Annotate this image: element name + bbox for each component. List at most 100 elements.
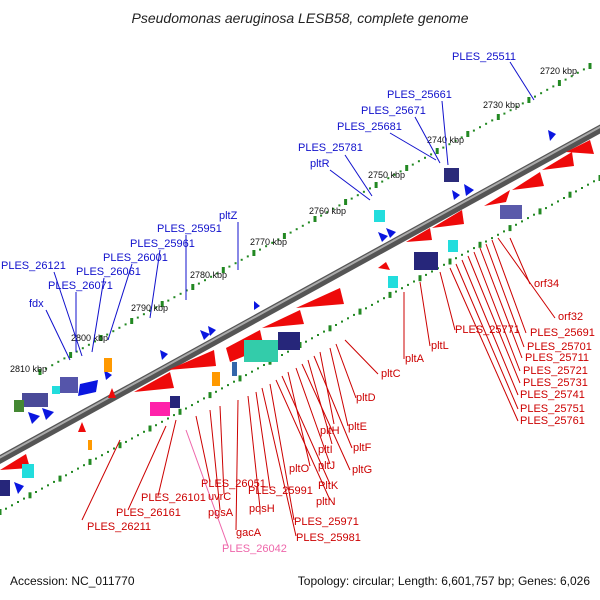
- ring-tick: [381, 180, 384, 183]
- ring-tick: [503, 230, 505, 233]
- gene-block-dark: [500, 205, 522, 219]
- ring-tick: [131, 437, 133, 440]
- ring-tick: [335, 324, 337, 326]
- ring-tick: [503, 112, 506, 115]
- gene-label-reverse: pltL: [431, 340, 449, 352]
- ring-tick: [118, 442, 122, 449]
- ring-tick: [118, 326, 121, 329]
- gene-label-highlight: PLES_26042: [222, 543, 287, 555]
- ring-tick: [564, 78, 567, 81]
- gene-arrow-forward: [208, 326, 216, 336]
- gene-block-orange: [88, 440, 92, 450]
- ring-tick: [11, 504, 13, 507]
- gene-arrow-reverse: [108, 388, 116, 398]
- ring-tick: [575, 190, 577, 193]
- ring-tick: [45, 367, 48, 370]
- gene-label-reverse: PLES_25721: [523, 365, 588, 377]
- gene-label-reverse: pltE: [348, 421, 367, 433]
- leader-line: [449, 267, 519, 422]
- gene-label-forward: pltZ: [219, 210, 238, 222]
- ring-tick: [101, 454, 103, 457]
- ring-tick: [387, 177, 390, 180]
- ring-tick: [259, 248, 261, 251]
- ring-tick: [521, 220, 523, 223]
- gene-block-cyan: [52, 386, 60, 394]
- leader-line: [219, 405, 225, 495]
- ring-tick: [395, 290, 397, 293]
- gene-arrow-reverse: [378, 262, 390, 270]
- gene-label-forward: PLES_26071: [48, 280, 113, 292]
- ring-tick: [552, 85, 555, 88]
- ring-tick: [515, 223, 517, 226]
- ring-tick: [125, 440, 127, 443]
- gene-block-dark: [170, 396, 180, 408]
- gene-label-reverse: PLES_26211: [87, 521, 151, 533]
- scale-label: 2770 kbp: [250, 237, 287, 247]
- ring-tick: [563, 197, 565, 199]
- ring-tick: [508, 225, 512, 232]
- ring-tick: [47, 484, 49, 487]
- ring-tick: [99, 335, 103, 341]
- leader-line: [389, 132, 437, 161]
- ring-tick: [282, 233, 286, 239]
- ring-tick: [238, 375, 242, 382]
- ring-tick: [313, 216, 317, 222]
- leader-line: [329, 347, 349, 427]
- gene-label-reverse: pltA: [405, 353, 425, 365]
- gene-arrow-reverse: [78, 422, 86, 432]
- ring-tick: [185, 407, 187, 410]
- gene-block-blue: [232, 362, 237, 376]
- leader-line: [335, 343, 357, 399]
- ring-tick: [81, 347, 84, 350]
- ring-tick: [581, 187, 583, 189]
- ring-tick: [588, 63, 592, 69]
- ring-tick: [210, 275, 213, 278]
- ring-tick: [257, 367, 259, 370]
- ring-tick: [527, 217, 529, 220]
- gene-label-forward: PLES_25781: [298, 142, 363, 154]
- gene-block-green: [14, 400, 24, 412]
- gene-block-dark: [414, 252, 438, 270]
- ring-tick: [347, 317, 349, 320]
- ring-tick: [301, 224, 304, 227]
- leader-line: [81, 439, 121, 521]
- ring-tick: [491, 119, 494, 122]
- gene-arrow-forward: [78, 380, 98, 396]
- ring-tick: [5, 507, 7, 510]
- forward-strand-genes: [0, 130, 556, 496]
- leader-line: [461, 259, 519, 396]
- gene-label-reverse: PLES_25691: [530, 327, 595, 339]
- gene-arrow-forward: [378, 232, 388, 242]
- gene-arrow-forward: [254, 301, 260, 310]
- ring-tick: [350, 197, 353, 200]
- leader-line: [485, 243, 525, 348]
- leader-line: [491, 239, 527, 334]
- leader-line: [255, 391, 271, 489]
- gene-block-dark: [22, 393, 48, 407]
- ring-tick: [311, 337, 313, 340]
- leader-line: [91, 277, 105, 353]
- ring-tick: [167, 417, 169, 420]
- leader-line: [467, 255, 521, 384]
- ring-tick: [23, 497, 25, 500]
- ring-tick: [369, 187, 371, 190]
- leader-line: [473, 251, 521, 372]
- gene-arrow-forward: [548, 130, 556, 141]
- tick-rings: [0, 63, 600, 515]
- leader-line: [307, 359, 333, 445]
- ring-tick: [557, 80, 561, 86]
- ring-tick: [83, 464, 85, 467]
- ring-tick: [320, 214, 323, 217]
- gene-arrow-forward: [14, 482, 24, 494]
- ring-tick: [41, 487, 43, 490]
- leader-line: [439, 271, 456, 331]
- ring-tick: [148, 425, 152, 432]
- ring-tick: [69, 352, 73, 358]
- gene-label-forward: PLES_26121: [1, 260, 66, 272]
- ring-tick: [107, 450, 109, 453]
- ring-tick: [307, 221, 310, 224]
- gene-label-forward: PLES_26001: [103, 252, 168, 264]
- ring-tick: [509, 109, 512, 112]
- ring-tick: [75, 350, 78, 353]
- ring-tick: [328, 325, 332, 332]
